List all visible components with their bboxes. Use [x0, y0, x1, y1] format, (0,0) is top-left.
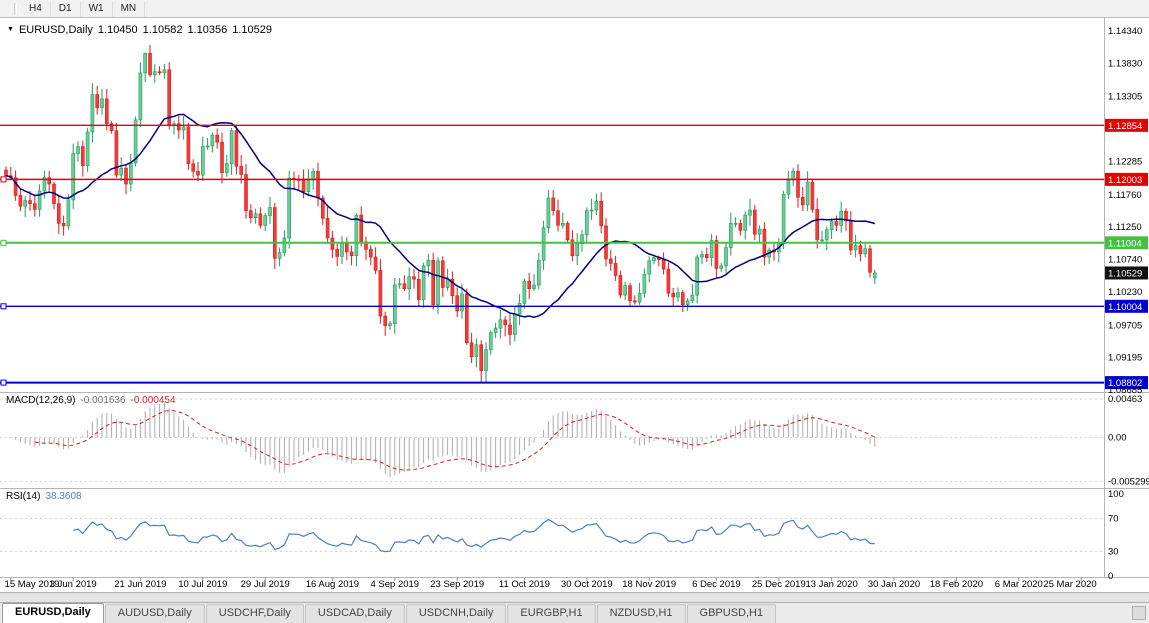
price-axis-label: 1.10230: [1108, 287, 1142, 298]
line-drag-handle[interactable]: [0, 303, 7, 310]
price-badge: 1.08802: [1105, 376, 1148, 390]
ohlc-open: 1.10450: [97, 24, 138, 36]
timeframe-h4-button[interactable]: H4: [21, 0, 51, 17]
price-axis-label: 1.11760: [1108, 190, 1142, 201]
rsi-line: [73, 518, 875, 553]
time-axis-label: 25 Mar 2020: [1043, 579, 1096, 590]
time-axis-label: 13 Jan 2020: [805, 579, 857, 590]
svg-text:1.11004: 1.11004: [1108, 238, 1142, 249]
time-axis-label: 11 Oct 2019: [499, 579, 550, 590]
time-axis-label: 21 Jun 2019: [114, 579, 166, 590]
time-axis-label: 30 Jan 2020: [868, 579, 920, 590]
time-axis-label: 23 Sep 2019: [430, 579, 484, 590]
macd-label: MACD(12,26,9): [6, 395, 76, 406]
time-axis-label: 18 Feb 2020: [930, 579, 983, 590]
price-axis-label: 1.13830: [1108, 58, 1142, 69]
price-axis-label: 1.09195: [1108, 353, 1142, 364]
moving-average-line: [5, 113, 876, 318]
macd-signal-line: [34, 409, 876, 471]
timeframe-mn-button[interactable]: MN: [113, 0, 146, 17]
tab-gbpusd-h1[interactable]: GBPUSD,H1: [686, 604, 777, 623]
timeframe-toolbar: H4 D1 W1 MN: [0, 0, 1149, 18]
rsi-label: RSI(14): [6, 491, 41, 502]
chart-menu-icon[interactable]: ▼: [7, 26, 14, 33]
time-axis-label: 29 Jul 2019: [241, 579, 290, 590]
time-axis-label: 6 Dec 2019: [692, 579, 741, 590]
price-axis-label: 1.08685: [1108, 385, 1142, 396]
ohlc-low: 1.10356: [187, 24, 228, 36]
price-badge: 1.10529: [1105, 266, 1148, 279]
price-axis-label: 1.11250: [1108, 222, 1142, 233]
price-badge: 1.12003: [1105, 172, 1148, 186]
candlestick-series: [4, 44, 877, 384]
time-axis-label: 30 Oct 2019: [561, 579, 613, 590]
tab-eurgbp-h1[interactable]: EURGBP,H1: [507, 604, 596, 623]
toolbar-grip[interactable]: [14, 2, 17, 15]
time-axis-label: 4 Sep 2019: [370, 579, 419, 590]
time-axis-label: 6 Mar 2020: [995, 579, 1043, 590]
tab-scroll-button[interactable]: [1132, 606, 1146, 620]
tab-usdcad-daily[interactable]: USDCAD,Daily: [304, 604, 405, 623]
tab-audusd-daily[interactable]: AUDUSD,Daily: [104, 604, 205, 623]
line-drag-handle[interactable]: [0, 379, 7, 386]
macd-signal-value: -0.000454: [130, 395, 176, 406]
timeframe-d1-button[interactable]: D1: [51, 0, 81, 17]
time-axis-label: 3 Jun 2019: [50, 579, 97, 590]
timeframe-w1-button[interactable]: W1: [81, 0, 113, 17]
price-axis-label: 1.13305: [1108, 92, 1142, 103]
price-axis-label: 1.10740: [1108, 255, 1142, 266]
time-axis-label: 18 Nov 2019: [622, 579, 676, 590]
price-badge: 1.10004: [1105, 299, 1148, 313]
rsi-axis-label: 30: [1108, 546, 1119, 557]
svg-text:1.12854: 1.12854: [1108, 121, 1142, 132]
svg-text:1.10529: 1.10529: [1108, 268, 1142, 279]
price-axis-label: 1.12285: [1108, 156, 1142, 167]
rsi-axis-label: 100: [1108, 489, 1124, 500]
price-axis-label: 1.09705: [1108, 320, 1142, 331]
rsi-indicator-title: RSI(14) 38.3608: [6, 491, 82, 502]
price-axis-label: 1.14340: [1108, 26, 1142, 37]
macd-axis-label: 0.00463: [1108, 394, 1142, 405]
chart-tab-bar: EURUSD,Daily AUDUSD,Daily USDCHF,Daily U…: [0, 602, 1149, 623]
price-badge: 1.11004: [1105, 236, 1148, 250]
ohlc-high: 1.10582: [142, 24, 183, 36]
svg-text:1.12003: 1.12003: [1108, 175, 1142, 186]
chart-area[interactable]: 0.00463 0.00 -0.005299 100 70 30 0 1.12854 1.120…: [0, 18, 1149, 592]
macd-axis-label: -0.005299: [1108, 477, 1149, 488]
time-axis-label: 16 Aug 2019: [306, 579, 359, 590]
tab-eurusd-daily[interactable]: EURUSD,Daily: [2, 603, 104, 623]
chart-title: ▼ EURUSD,Daily 1.10450 1.10582 1.10356 1…: [7, 24, 272, 36]
chart-symbol-label: EURUSD,Daily: [18, 24, 93, 36]
line-drag-handle[interactable]: [0, 176, 7, 183]
macd-axis-label: 0.00: [1108, 433, 1127, 444]
rsi-axis-label: 0: [1108, 571, 1113, 582]
macd-main-value: -0.001636: [80, 395, 126, 406]
svg-text:1.10004: 1.10004: [1108, 302, 1142, 313]
time-axis-label: 15 May 2019: [5, 579, 60, 590]
tab-usdcnh-daily[interactable]: USDCNH,Daily: [405, 604, 507, 623]
rsi-value: 38.3608: [45, 491, 82, 502]
ohlc-close: 1.10529: [232, 24, 272, 36]
macd-indicator-title: MACD(12,26,9) -0.001636 -0.000454: [6, 395, 176, 406]
rsi-axis-label: 70: [1108, 514, 1119, 525]
price-badge: 1.12854: [1105, 118, 1148, 132]
line-drag-handle[interactable]: [0, 239, 7, 246]
svg-text:1.08802: 1.08802: [1108, 378, 1142, 389]
bottom-strip: [0, 592, 1149, 602]
macd-histogram: [10, 402, 876, 478]
tab-nzdusd-h1[interactable]: NZDUSD,H1: [596, 604, 686, 623]
tab-usdchf-daily[interactable]: USDCHF,Daily: [205, 604, 304, 623]
time-axis-label: 25 Dec 2019: [752, 579, 806, 590]
time-axis-label: 10 Jul 2019: [178, 579, 227, 590]
